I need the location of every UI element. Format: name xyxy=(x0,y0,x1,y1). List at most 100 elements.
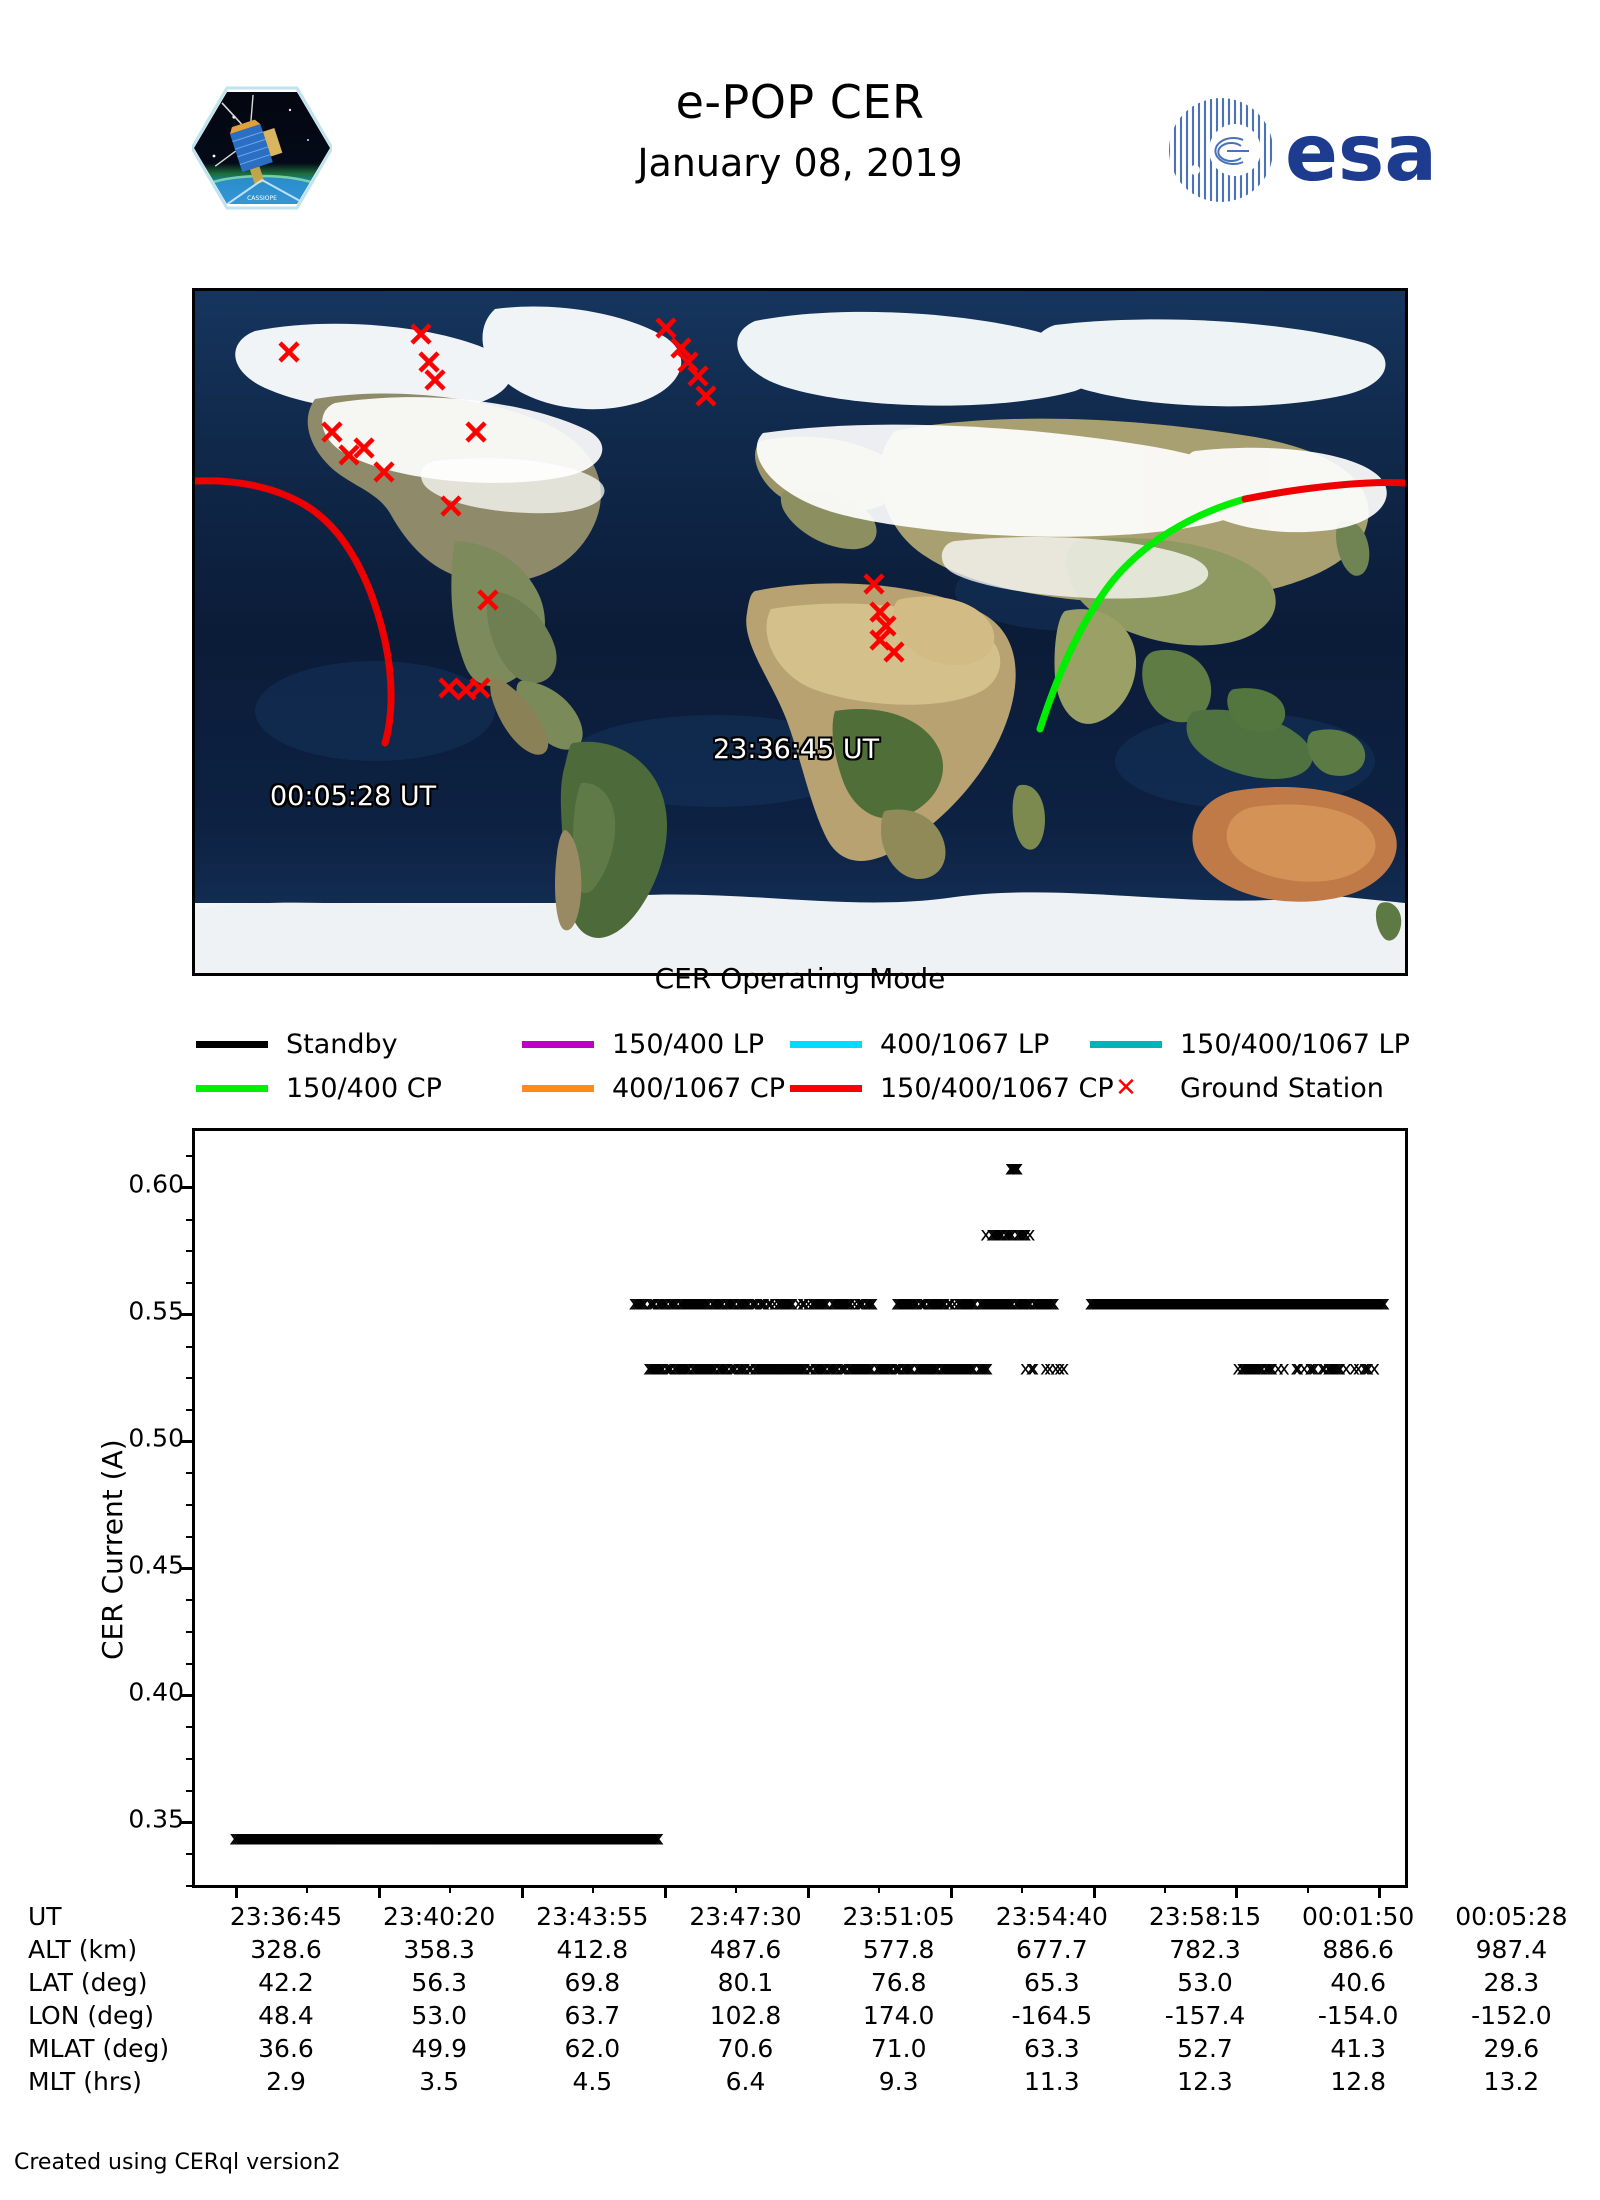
data-point: x xyxy=(982,1359,993,1378)
table-cell: 9.3 xyxy=(822,2065,975,2098)
legend-item-150-400-lp[interactable]: 150/400 LP xyxy=(522,1029,790,1060)
y-tick-minor xyxy=(186,1885,195,1887)
data-point: x xyxy=(1369,1359,1380,1378)
table-cell: 23:51:05 xyxy=(822,1900,975,1933)
data-point: x xyxy=(867,1295,878,1314)
table-cell: 487.6 xyxy=(669,1933,822,1966)
y-tick-label: 0.35 xyxy=(64,1804,184,1833)
table-cell: 29.6 xyxy=(1435,2032,1588,2065)
legend: Standby 150/400 LP 400/1067 LP 150/400/1… xyxy=(196,1022,1436,1110)
footer-credit: Created using CERql version2 xyxy=(14,2150,341,2175)
ground-station-icon: ✕ xyxy=(1090,1075,1162,1101)
table-cell: 48.4 xyxy=(209,1999,362,2032)
table-cell: 2.9 xyxy=(209,2065,362,2098)
table-cell: -152.0 xyxy=(1435,1999,1588,2032)
x-tick-minor xyxy=(1021,1885,1023,1893)
x-tick-major xyxy=(664,1885,667,1898)
y-tick-label: 0.45 xyxy=(64,1550,184,1579)
y-tick-minor xyxy=(186,1377,195,1379)
table-cell: 56.3 xyxy=(363,1966,516,1999)
table-cell: 62.0 xyxy=(516,2032,669,2065)
table-cell: 23:58:15 xyxy=(1128,1900,1281,1933)
table-cell: 677.7 xyxy=(975,1933,1128,1966)
y-tick-minor xyxy=(186,1282,195,1284)
legend-label-400-1067-lp: 400/1067 LP xyxy=(880,1029,1049,1060)
table-cell: -164.5 xyxy=(975,1999,1128,2032)
esa-logo: esa xyxy=(1165,96,1455,204)
y-tick-minor xyxy=(186,1599,195,1601)
legend-label-standby: Standby xyxy=(286,1029,398,1060)
table-cell: 41.3 xyxy=(1282,2032,1435,2065)
page-header: CASSIOPE e-POP CER January 08, 2019 xyxy=(0,0,1600,210)
y-tick-label: 0.55 xyxy=(64,1296,184,1325)
x-tick-minor xyxy=(1307,1885,1309,1893)
y-tick-minor xyxy=(186,1250,195,1252)
table-row-label: LON (deg) xyxy=(28,1999,209,2032)
map-graphic xyxy=(195,291,1405,973)
table-cell: 69.8 xyxy=(516,1966,669,1999)
table-cell: -154.0 xyxy=(1282,1999,1435,2032)
table-cell: 28.3 xyxy=(1435,1966,1588,1999)
y-tick-minor xyxy=(186,1504,195,1506)
data-point: x xyxy=(1048,1295,1059,1314)
table-cell: 53.0 xyxy=(1128,1966,1281,1999)
table-cell: 358.3 xyxy=(363,1933,516,1966)
legend-item-150-400-1067-lp[interactable]: 150/400/1067 LP xyxy=(1090,1029,1430,1060)
table-cell: 00:01:50 xyxy=(1282,1900,1435,1933)
table-cell: 36.6 xyxy=(209,2032,362,2065)
table-cell: 76.8 xyxy=(822,1966,975,1999)
legend-item-150-400-1067-cp[interactable]: 150/400/1067 CP xyxy=(790,1073,1090,1104)
y-tick-minor xyxy=(186,1790,195,1792)
data-point: x xyxy=(1012,1160,1023,1179)
table-cell: 11.3 xyxy=(975,2065,1128,2098)
table-row: MLT (hrs) 2.9 3.5 4.5 6.4 9.3 11.3 12.3 12.8 13.2 xyxy=(28,2065,1588,2098)
legend-swatch-standby xyxy=(196,1041,268,1048)
legend-label-150-400-cp: 150/400 CP xyxy=(286,1073,442,1104)
legend-swatch-150-400-cp xyxy=(196,1085,268,1092)
cer-current-plot[interactable]: xxxxxxxxxxxxxxxxxxxxxxxxxxxxxxxxxxxxxxxx… xyxy=(192,1128,1408,1888)
table-cell: 52.7 xyxy=(1128,2032,1281,2065)
table-cell: 987.4 xyxy=(1435,1933,1588,1966)
world-map[interactable]: 23:36:45 UT 00:05:28 UT xyxy=(192,288,1408,976)
page-subtitle-date: January 08, 2019 xyxy=(400,134,1200,192)
table-cell: 12.8 xyxy=(1282,2065,1435,2098)
y-tick-minor xyxy=(186,1536,195,1538)
table-cell: 13.2 xyxy=(1435,2065,1588,2098)
table-cell: 53.0 xyxy=(363,1999,516,2032)
table-row-label: MLAT (deg) xyxy=(28,2032,209,2065)
x-tick-minor xyxy=(449,1885,451,1893)
table-row: ALT (km) 328.6 358.3 412.8 487.6 577.8 677.7 78… xyxy=(28,1933,1588,1966)
table-cell: 3.5 xyxy=(363,2065,516,2098)
y-tick-minor xyxy=(186,1631,195,1633)
legend-swatch-400-1067-lp xyxy=(790,1041,862,1048)
x-tick-major xyxy=(950,1885,953,1898)
data-point: x xyxy=(1279,1359,1290,1378)
y-tick-minor xyxy=(186,1853,195,1855)
table-cell: 886.6 xyxy=(1282,1933,1435,1966)
y-tick-minor xyxy=(186,1472,195,1474)
title-block: e-POP CER January 08, 2019 xyxy=(400,70,1200,192)
table-row-label: UT xyxy=(28,1900,209,1933)
table-cell: 71.0 xyxy=(822,2032,975,2065)
table-row-label: ALT (km) xyxy=(28,1933,209,1966)
table-cell: 4.5 xyxy=(516,2065,669,2098)
table-cell: 65.3 xyxy=(975,1966,1128,1999)
legend-item-150-400-cp[interactable]: 150/400 CP xyxy=(196,1073,522,1104)
x-tick-major xyxy=(378,1885,381,1898)
legend-item-400-1067-cp[interactable]: 400/1067 CP xyxy=(522,1073,790,1104)
y-tick-minor xyxy=(186,1663,195,1665)
legend-item-standby[interactable]: Standby xyxy=(196,1029,522,1060)
x-tick-major xyxy=(235,1885,238,1898)
x-tick-minor xyxy=(1164,1885,1166,1893)
table-cell: 70.6 xyxy=(669,2032,822,2065)
table-cell: 782.3 xyxy=(1128,1933,1281,1966)
legend-label-150-400-lp: 150/400 LP xyxy=(612,1029,764,1060)
legend-item-ground-station[interactable]: ✕ Ground Station xyxy=(1090,1073,1430,1104)
svg-text:CASSIOPE: CASSIOPE xyxy=(247,195,277,202)
legend-swatch-150-400-1067-cp xyxy=(790,1085,862,1092)
table-cell: 42.2 xyxy=(209,1966,362,1999)
table-cell: 23:40:20 xyxy=(363,1900,516,1933)
legend-item-400-1067-lp[interactable]: 400/1067 LP xyxy=(790,1029,1090,1060)
table-cell: 63.7 xyxy=(516,1999,669,2032)
table-cell: 12.3 xyxy=(1128,2065,1281,2098)
